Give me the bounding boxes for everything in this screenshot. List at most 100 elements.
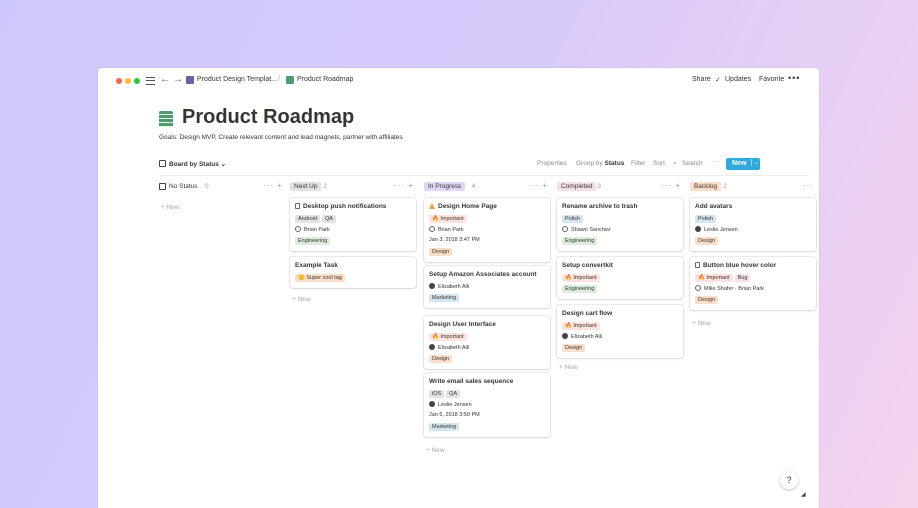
avatar (562, 226, 568, 232)
table-icon (159, 111, 173, 127)
card-date: Jan 3, 2018 3:47 PM (429, 237, 480, 243)
avatar (429, 226, 435, 232)
roadmap-page-icon (286, 76, 294, 84)
card-tags: Polish (695, 215, 718, 223)
app-window: ← → Product Design Templat... / Product … (98, 68, 819, 508)
assignee-name: Brian Park (304, 227, 330, 233)
card-title-text: Design Home Page (438, 203, 497, 210)
board-card[interactable]: Button blue hover color 🔥 Important Bug Mik… (690, 257, 816, 310)
sidebar-toggle-icon[interactable] (146, 77, 155, 85)
back-arrow-icon[interactable]: ← (160, 74, 170, 85)
view-selector[interactable]: Board by Status ⌄ (169, 161, 227, 168)
column-actions[interactable]: ··· + (394, 181, 414, 190)
board-card[interactable]: Write email sales sequence iOS QA Leslie Je… (424, 373, 550, 437)
column-actions[interactable]: ··· + (263, 181, 283, 190)
add-card-button[interactable]: + New (426, 447, 445, 454)
assignee-name: Elizabeth Alli (571, 334, 603, 340)
card-date: Jan 6, 2018 3:50 PM (429, 412, 480, 418)
card-tags: 🔥 Important (429, 333, 469, 341)
card-title: Example Task (295, 262, 338, 269)
column-label[interactable]: Completed (557, 182, 597, 191)
favorite-button[interactable]: Favorite (759, 76, 785, 83)
tag: QA (446, 390, 461, 398)
card-title-text: Example Task (295, 262, 338, 269)
card-title-text: Setup Amazon Associates account (429, 271, 537, 278)
help-button[interactable]: ? (780, 471, 798, 489)
column-actions[interactable]: ··· + (661, 181, 681, 190)
warning-icon (429, 203, 435, 209)
card-title-text: Design User Interface (429, 321, 496, 328)
share-button[interactable]: Share (692, 76, 711, 83)
column-count: 0 (205, 183, 209, 190)
add-card-button[interactable]: + New (559, 364, 578, 371)
sort-button[interactable]: Sort (653, 160, 665, 167)
column-header: Completed 3 ··· + (557, 181, 683, 195)
column-label[interactable]: Backlog (690, 182, 722, 191)
database-toolbar: Board by Status ⌄ Properties Group by St… (159, 158, 809, 172)
column-header: No Status 0 ··· + (159, 181, 285, 195)
board-card[interactable]: Design User Interface 🔥 Important Elizabet… (424, 316, 550, 369)
avatar (429, 283, 435, 289)
updates-button[interactable]: Updates (725, 76, 752, 83)
avatar (695, 226, 701, 232)
add-card-button[interactable]: + New (292, 296, 311, 303)
board-card[interactable]: Desktop push notifications Android QA Brian… (290, 198, 416, 251)
card-title-text: Setup convertkit (562, 262, 613, 269)
tag: Android (295, 215, 320, 223)
column-count: 4 (471, 183, 476, 190)
add-card-button[interactable]: + New (161, 204, 180, 211)
minimize-window-button[interactable] (125, 78, 131, 84)
column-label[interactable]: Next Up (290, 182, 322, 191)
card-assignee: Shawn Sanchez (562, 226, 611, 233)
new-button[interactable]: New ⌄ (726, 158, 760, 170)
column-header: Backlog 2 ··· (690, 181, 816, 195)
breadcrumb-parent[interactable]: Product Design Templat... (197, 76, 278, 83)
board-card[interactable]: Design cart flow 🔥 Important Elizabeth All… (557, 305, 683, 358)
filter-button[interactable]: Filter (631, 160, 646, 167)
page-description[interactable]: Goals: Design MVP, Create relevant conte… (159, 134, 403, 141)
group-by-button[interactable]: Group by Status (576, 160, 624, 167)
column-actions[interactable]: ··· (803, 181, 814, 190)
page-title[interactable]: Product Roadmap (182, 106, 355, 128)
column-actions[interactable]: ··· + (528, 181, 548, 190)
maximize-window-button[interactable] (134, 78, 140, 84)
tag: Engineering (295, 237, 331, 245)
column-label[interactable]: No Status (169, 183, 198, 190)
board-card[interactable]: Add avatars Polish Leslie Jensen Design (690, 198, 816, 251)
board-card[interactable]: Example Task 🙂 Super cool tag (290, 257, 416, 288)
board-card[interactable]: Setup convertkit 🔥 Important Engineering (557, 257, 683, 299)
search-button[interactable]: Search (682, 160, 703, 167)
assignee-name: Elizabeth Alli (438, 345, 470, 351)
more-options-icon[interactable]: ••• (788, 73, 801, 83)
card-tags: 🙂 Super cool tag (295, 274, 347, 282)
board-column: Backlog 2 ··· Add avatars Polish Leslie Jense… (690, 181, 816, 327)
add-card-button[interactable]: + New (692, 320, 711, 327)
tag: 🔥 Important (695, 274, 733, 282)
board-card[interactable]: Rename archive to trash Polish Shawn Sanch… (557, 198, 683, 251)
tag: 🔥 Important (562, 322, 600, 330)
tag: Bug (734, 274, 751, 282)
board-card[interactable]: Design Home Page 🔥 Important Brian Park Jan… (424, 198, 550, 262)
assignee-name: Shawn Sanchez (571, 227, 611, 233)
card-tags: Design (695, 237, 720, 245)
forward-arrow-icon[interactable]: → (173, 74, 183, 85)
board-column: Completed 3 ··· + Rename archive to trash Po… (557, 181, 683, 371)
chevron-down-icon[interactable]: ⌄ (751, 159, 759, 166)
assignee-name: Leslie Jensen (438, 402, 472, 408)
card-assignee: Leslie Jensen (429, 401, 472, 408)
column-label[interactable]: In Progress (424, 182, 466, 191)
doc-icon (295, 203, 300, 209)
search-icon[interactable]: ⌕ (673, 160, 677, 167)
properties-button[interactable]: Properties (537, 160, 567, 167)
card-tags: Android QA (295, 215, 338, 223)
more-view-options-icon[interactable]: ··· (711, 158, 721, 165)
assignee-name: Brian Park (438, 227, 464, 233)
board-card[interactable]: Setup Amazon Associates account Elizabeth… (424, 266, 550, 308)
breadcrumb-current[interactable]: Product Roadmap (297, 76, 354, 83)
tag: 🔥 Important (429, 333, 467, 341)
card-title: Desktop push notifications (295, 203, 386, 210)
column-count: 2 (323, 183, 327, 190)
column-count: 3 (597, 183, 602, 190)
close-window-button[interactable] (116, 78, 122, 84)
card-tags: Polish (562, 215, 585, 223)
